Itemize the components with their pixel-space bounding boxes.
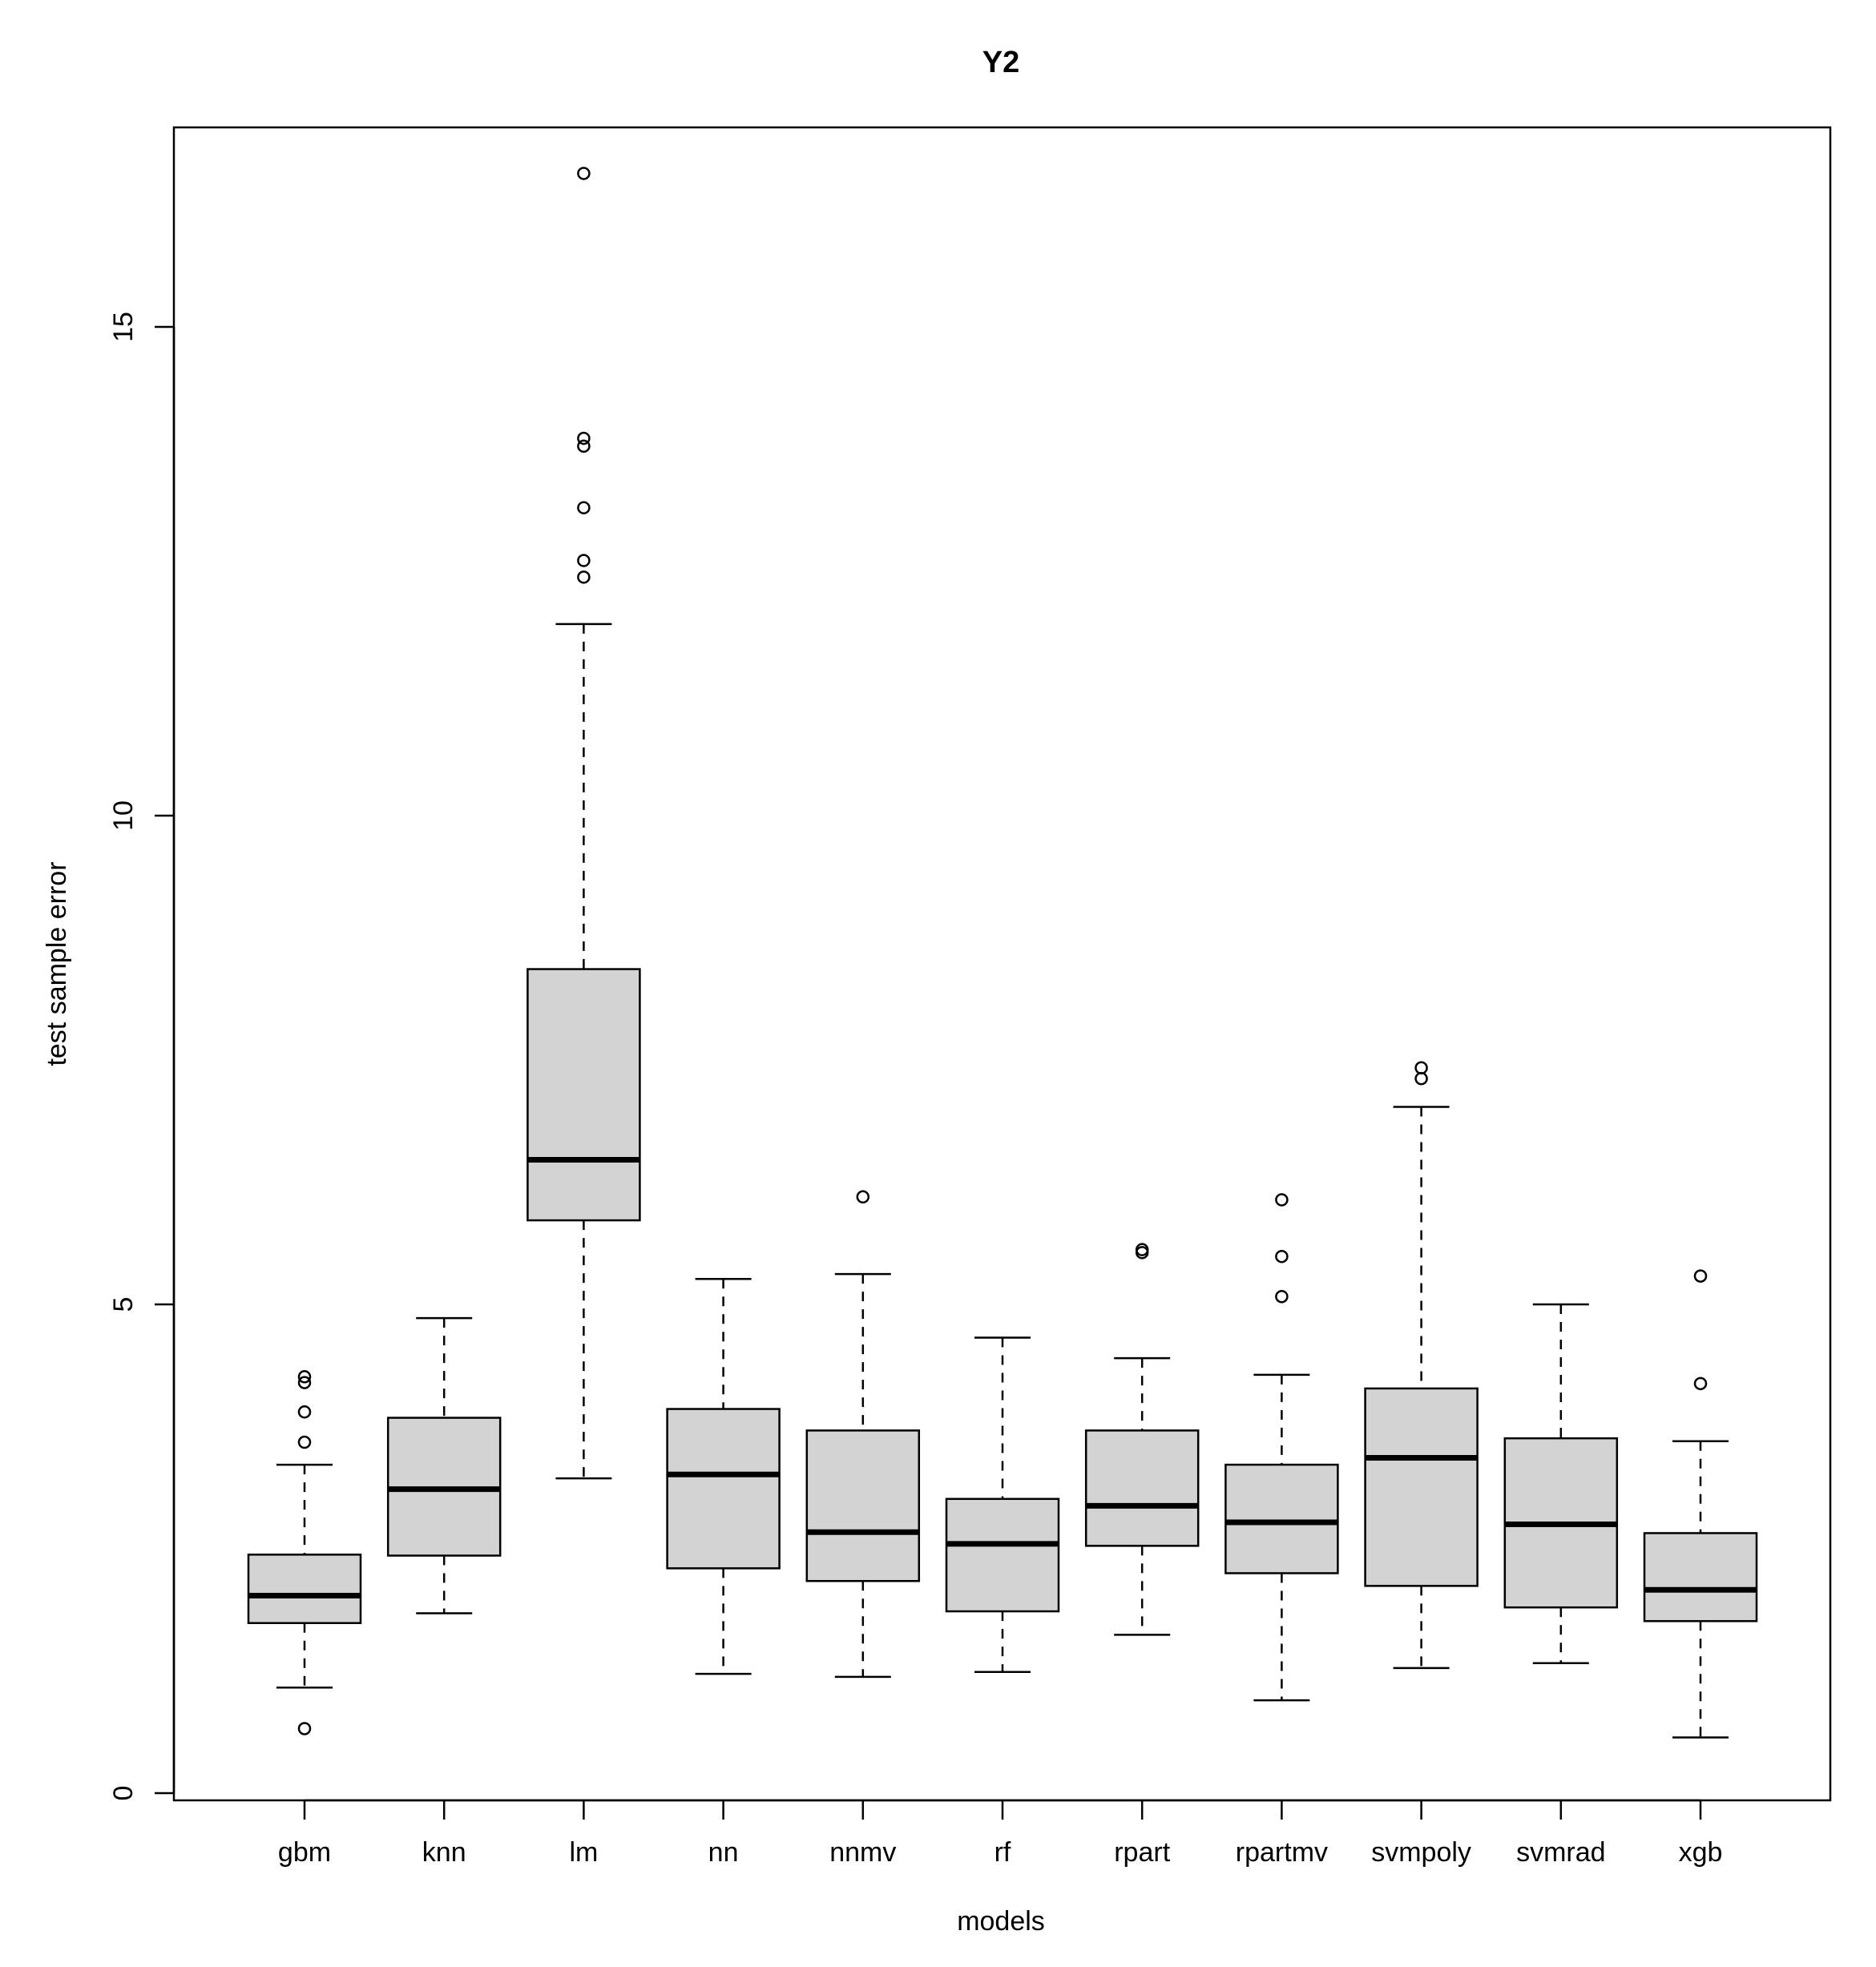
outlier-point [297, 1722, 312, 1735]
x-tick-label: svmpoly [1371, 1837, 1471, 1868]
outlier-point [577, 167, 591, 180]
outlier-point [577, 431, 591, 445]
outlier-point [1135, 1243, 1149, 1256]
x-tick-label: nnmv [829, 1837, 896, 1868]
box-group-nnmv [805, 1190, 921, 1679]
box-group-nn [666, 1278, 781, 1675]
outlier-point [297, 1405, 312, 1419]
box-iqr [1643, 1532, 1758, 1622]
x-tick-label: rf [994, 1837, 1011, 1868]
box-iqr [1084, 1429, 1200, 1547]
outlier-point [577, 501, 591, 514]
box-group-rpartmv [1224, 1193, 1339, 1702]
y-axis: 0 5 10 15 [108, 312, 175, 1801]
box-group-lm [526, 167, 641, 1480]
box-group-rpart [1084, 1243, 1200, 1636]
x-tick-label: rpartmv [1236, 1837, 1328, 1868]
outlier-point [1275, 1249, 1289, 1264]
y-axis-label: test sample error [42, 861, 72, 1066]
box-iqr [1364, 1387, 1479, 1587]
outlier-point [1414, 1061, 1428, 1075]
box-group-svmpoly [1364, 1061, 1479, 1670]
outlier-point [577, 439, 591, 453]
box-group-knn [386, 1316, 502, 1614]
outlier-point [297, 1370, 312, 1384]
box-iqr [247, 1554, 362, 1624]
box-group-xgb [1643, 1269, 1758, 1739]
box-iqr [666, 1408, 781, 1570]
box-iqr [1224, 1463, 1339, 1574]
x-tick-label: nn [708, 1837, 739, 1868]
box-group-gbm [247, 1370, 362, 1735]
outlier-point [297, 1376, 312, 1389]
y-tick-label: 10 [108, 800, 139, 831]
x-tick-label: rpart [1114, 1837, 1170, 1868]
outlier-point [577, 554, 591, 567]
x-axis-label: models [957, 1906, 1045, 1937]
x-axis: gbm knn lm nn nnmv rf rpart rpartmv svmpoly svmra… [278, 1799, 1723, 1868]
x-tick-label: gbm [278, 1837, 331, 1868]
box-iqr [945, 1497, 1060, 1613]
x-tick-label: xgb [1679, 1837, 1723, 1868]
box-iqr [526, 968, 641, 1222]
x-tick-label: lm [569, 1837, 598, 1868]
x-tick-label: knn [422, 1837, 466, 1868]
outlier-point [1275, 1289, 1289, 1304]
outlier-point [1275, 1193, 1289, 1207]
box-group-svmrad [1503, 1303, 1619, 1664]
boxes-layer [247, 167, 1758, 1739]
outlier-point [577, 570, 591, 584]
chart-title: Y2 [982, 46, 1019, 79]
y-tick-label: 15 [108, 312, 139, 342]
box-iqr [805, 1429, 921, 1582]
outlier-point [1693, 1376, 1708, 1391]
outlier-point [1693, 1269, 1708, 1283]
y-tick-label: 5 [108, 1297, 139, 1312]
outlier-point [297, 1435, 312, 1449]
x-tick-label: svmrad [1516, 1837, 1605, 1868]
outlier-point [856, 1190, 870, 1204]
box-group-rf [945, 1336, 1060, 1673]
y-tick-label: 0 [108, 1786, 139, 1801]
